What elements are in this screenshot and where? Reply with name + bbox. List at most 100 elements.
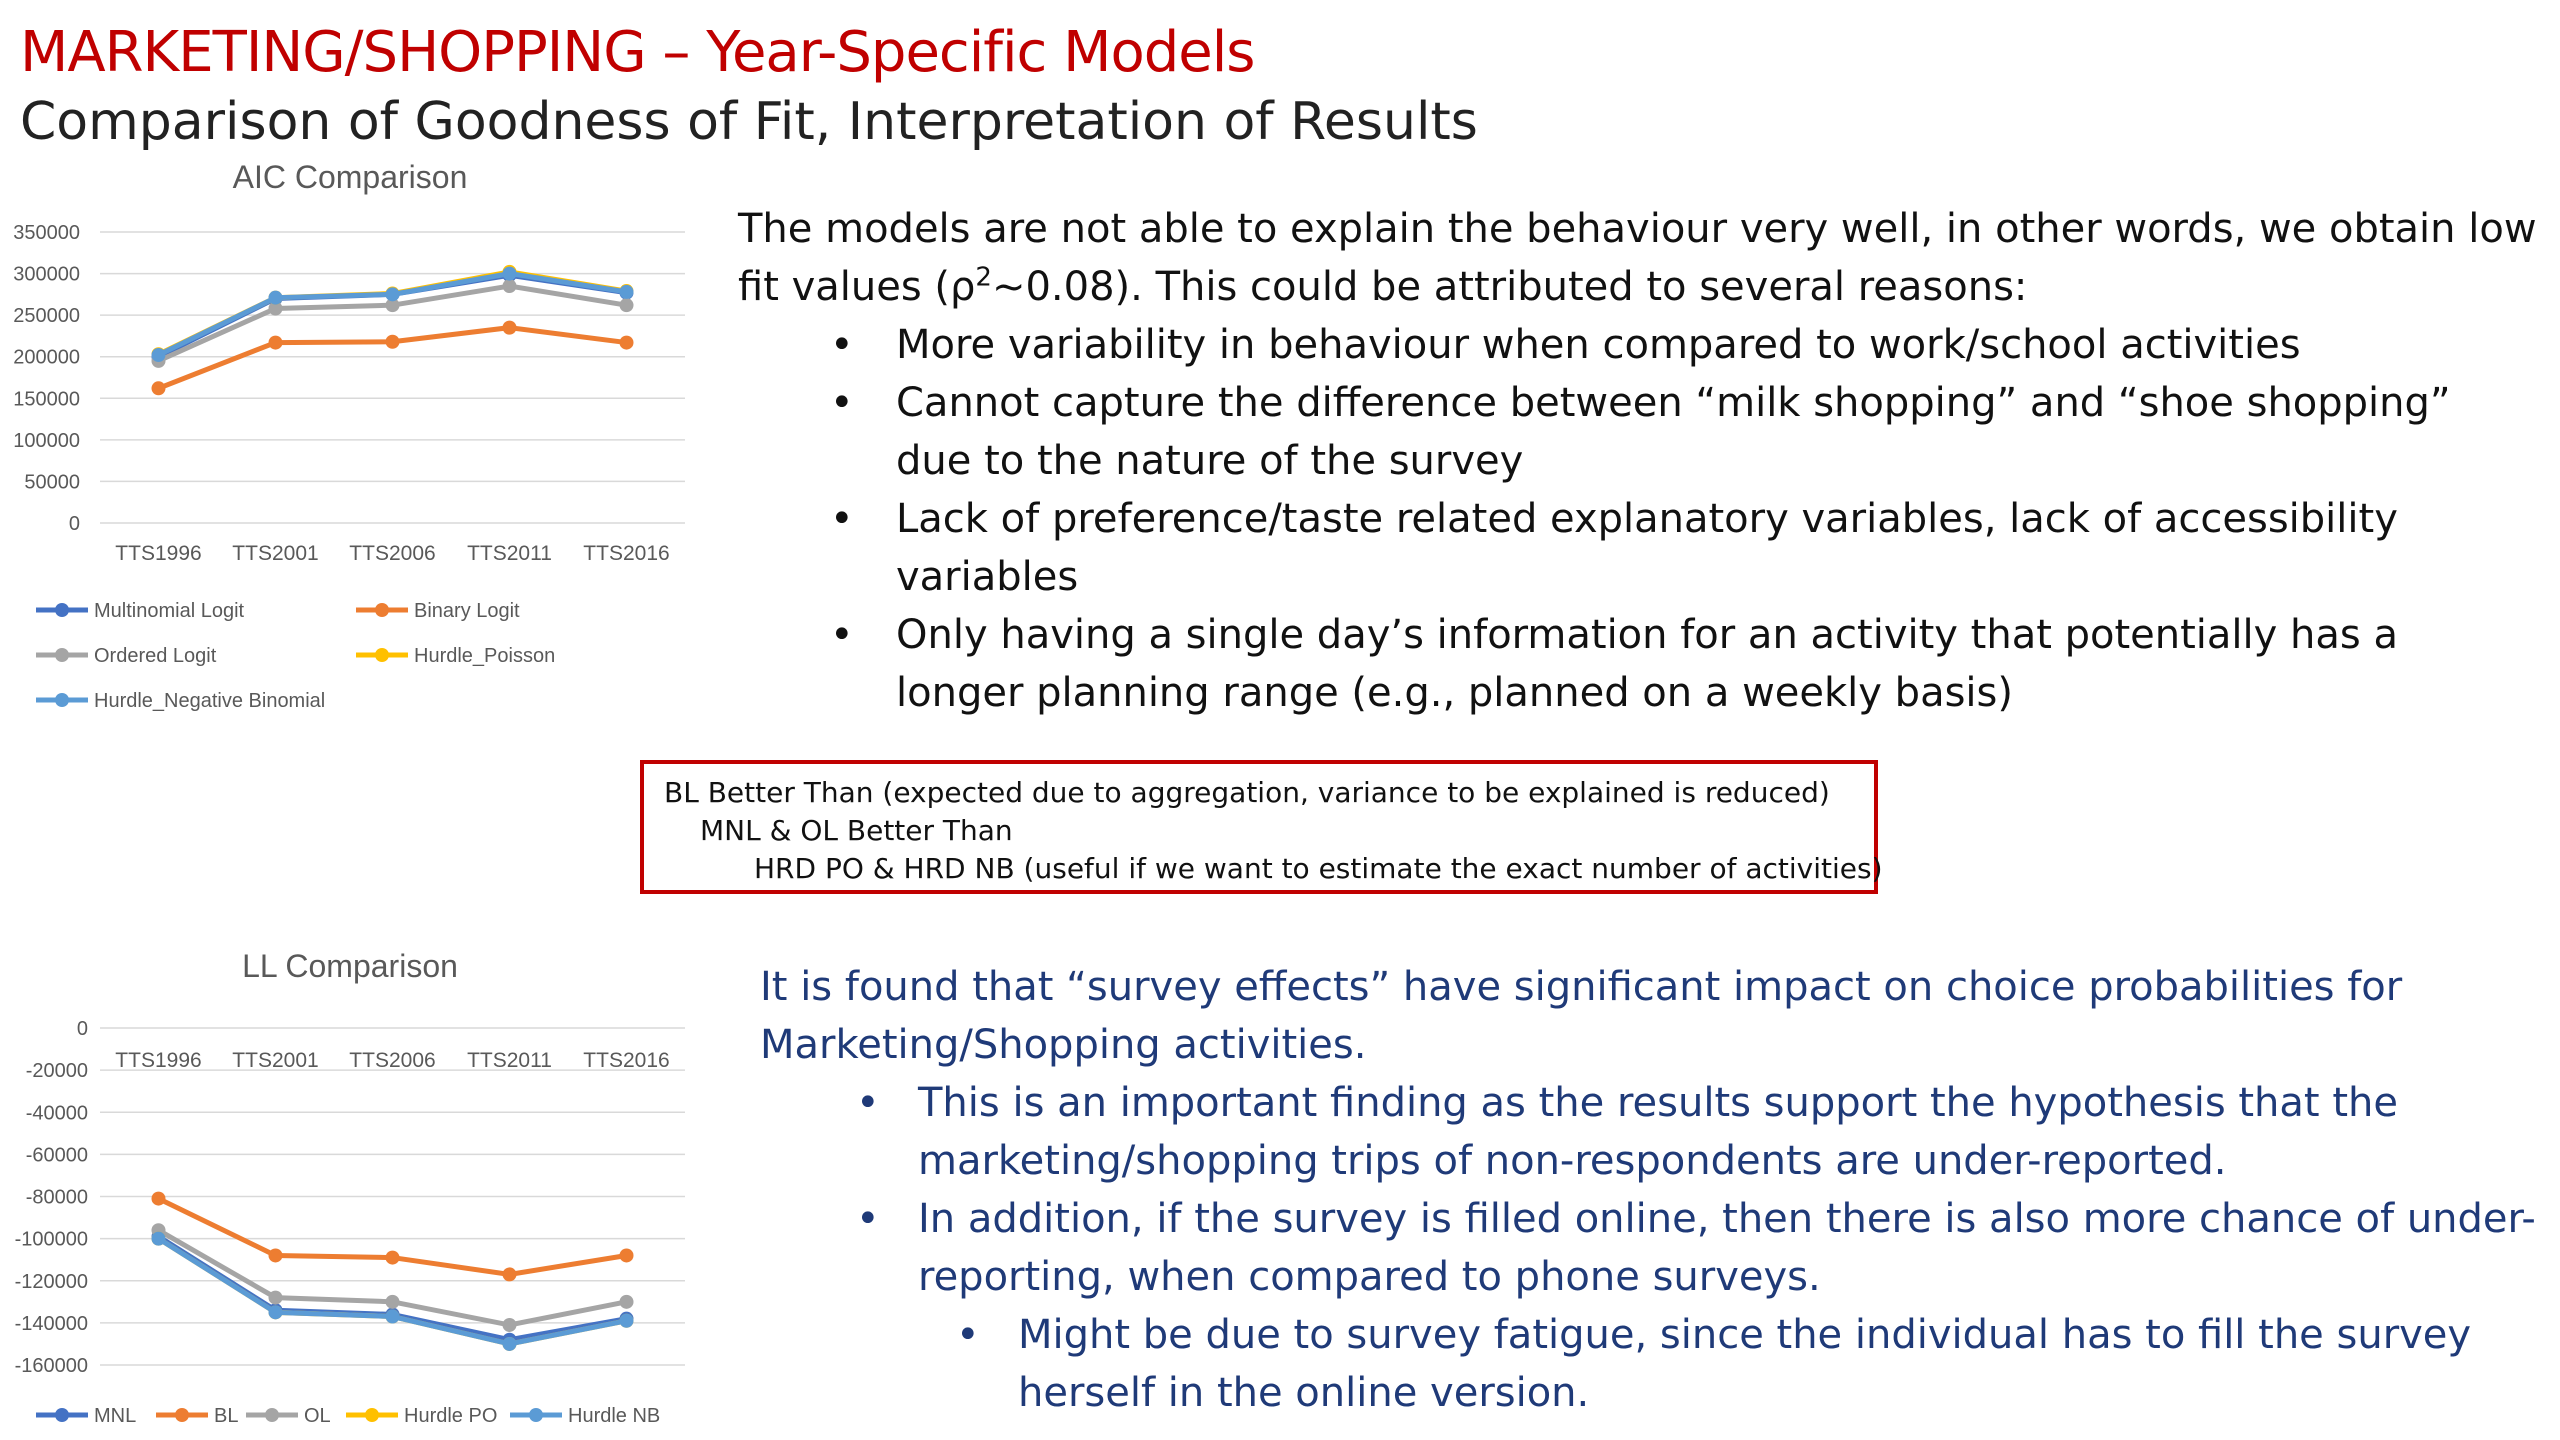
y-tick-label: -140000 — [15, 1313, 88, 1335]
callout-line-2: MNL & OL Better Than — [700, 814, 1013, 847]
y-tick-label: 50000 — [24, 471, 80, 493]
reason-item: More variability in behaviour when compa… — [738, 316, 2538, 374]
y-tick-label: 150000 — [13, 388, 80, 410]
data-point — [151, 1231, 166, 1246]
legend-marker — [55, 648, 69, 662]
y-tick-label: 100000 — [13, 430, 80, 452]
legend-label: MNL — [94, 1405, 136, 1427]
x-tick-label: TTS2011 — [467, 542, 552, 565]
x-tick-label: TTS2016 — [583, 1049, 669, 1072]
legend-label: Hurdle PO — [404, 1405, 497, 1427]
fit-intro-text-b: ~0.08). This could be attributed to seve… — [991, 264, 2028, 310]
data-point — [385, 298, 400, 313]
legend-label: Multinomial Logit — [94, 600, 245, 622]
data-point — [619, 1248, 634, 1263]
survey-effects-list: This is an important finding as the resu… — [760, 1074, 2540, 1422]
legend-marker — [365, 1408, 379, 1422]
data-point — [385, 1294, 400, 1309]
data-point — [502, 1336, 517, 1351]
data-point — [502, 279, 517, 294]
y-tick-label: 300000 — [13, 264, 80, 286]
y-tick-label: 350000 — [13, 222, 80, 244]
legend-label: Binary Logit — [414, 600, 520, 622]
y-tick-label: 250000 — [13, 305, 80, 327]
x-tick-label: TTS2016 — [583, 542, 669, 565]
y-tick-label: -160000 — [15, 1355, 88, 1377]
ll-comparison-chart: LL Comparison 0 -20000 -40000 -60000 -80000 -1… — [15, 948, 685, 1427]
data-point — [385, 1250, 400, 1265]
data-point — [268, 1305, 283, 1320]
slide-title: MARKETING/SHOPPING – Year-Specific Model… — [20, 20, 1255, 85]
legend-marker — [265, 1408, 279, 1422]
y-tick-label: -60000 — [26, 1144, 88, 1166]
data-point — [151, 381, 166, 396]
y-tick-label: 0 — [77, 1018, 88, 1040]
fit-interpretation-panel: The models are not able to explain the b… — [738, 200, 2538, 722]
legend-marker — [55, 603, 69, 617]
data-point — [502, 320, 517, 335]
callout-line-1: BL Better Than (expected due to aggregat… — [664, 776, 1830, 809]
legend-label: Hurdle_Negative Binomial — [94, 690, 325, 712]
x-tick-label: TTS1996 — [115, 542, 201, 565]
survey-effects-intro: It is found that “survey effects” have s… — [760, 964, 2403, 1068]
legend-marker — [175, 1408, 189, 1422]
fit-intro-paragraph: The models are not able to explain the b… — [738, 200, 2538, 316]
data-point — [268, 301, 283, 316]
survey-effects-item: In addition, if the survey is filled onl… — [760, 1190, 2540, 1306]
y-tick-label: -120000 — [15, 1271, 88, 1293]
slide-subtitle: Comparison of Goodness of Fit, Interpret… — [20, 92, 1478, 152]
x-tick-label: TTS2006 — [349, 1049, 435, 1072]
survey-effects-panel: It is found that “survey effects” have s… — [760, 958, 2540, 1422]
y-tick-label: 200000 — [13, 347, 80, 369]
rho-superscript: 2 — [975, 262, 992, 293]
y-tick-label: 0 — [69, 513, 80, 535]
legend-label: BL — [214, 1405, 238, 1427]
x-tick-label: TTS2006 — [349, 542, 435, 565]
data-point — [151, 1191, 166, 1206]
data-point — [268, 335, 283, 350]
y-tick-label: -20000 — [26, 1060, 88, 1082]
data-point — [619, 1313, 634, 1328]
data-point — [619, 298, 634, 313]
legend-label: OL — [304, 1405, 331, 1427]
data-point — [151, 348, 166, 363]
data-point — [268, 1248, 283, 1263]
x-tick-label: TTS1996 — [115, 1049, 201, 1072]
data-point — [502, 1317, 517, 1332]
legend-marker — [55, 1408, 69, 1422]
x-tick-label: TTS2001 — [232, 542, 318, 565]
reason-item: Only having a single day’s information f… — [738, 606, 2538, 722]
y-tick-label: -80000 — [26, 1187, 88, 1209]
chart-title: AIC Comparison — [233, 159, 468, 195]
fit-intro-text-a: The models are not able to explain the b… — [738, 206, 2537, 310]
data-point — [385, 287, 400, 302]
data-point — [619, 335, 634, 350]
legend-label: Ordered Logit — [94, 645, 217, 667]
reason-item: Cannot capture the difference between “m… — [738, 374, 2538, 490]
callout-line-3: HRD PO & HRD NB (useful if we want to es… — [754, 852, 1883, 885]
survey-effects-subitem: Might be due to survey fatigue, since th… — [760, 1306, 2540, 1422]
reasons-list: More variability in behaviour when compa… — [738, 316, 2538, 722]
legend-marker — [529, 1408, 543, 1422]
survey-effects-item: This is an important finding as the resu… — [760, 1074, 2540, 1190]
legend-marker — [55, 693, 69, 707]
chart-title: LL Comparison — [242, 948, 458, 984]
data-point — [619, 1294, 634, 1309]
data-point — [502, 1267, 517, 1282]
data-point — [619, 284, 634, 299]
data-point — [502, 266, 517, 281]
data-point — [268, 290, 283, 305]
legend-label: Hurdle NB — [568, 1405, 660, 1427]
data-point — [268, 1290, 283, 1305]
model-ranking-callout: BL Better Than (expected due to aggregat… — [640, 760, 1883, 894]
legend-marker — [375, 603, 389, 617]
legend-label: Hurdle_Poisson — [414, 645, 555, 667]
y-tick-label: -100000 — [15, 1229, 88, 1251]
data-point — [385, 1309, 400, 1324]
x-tick-label: TTS2011 — [467, 1049, 552, 1072]
data-point — [385, 334, 400, 349]
y-tick-label: -40000 — [26, 1102, 88, 1124]
x-tick-label: TTS2001 — [232, 1049, 318, 1072]
aic-comparison-chart: AIC Comparison 0 50000 100000 150000 200000 25… — [13, 159, 685, 712]
legend-marker — [375, 648, 389, 662]
